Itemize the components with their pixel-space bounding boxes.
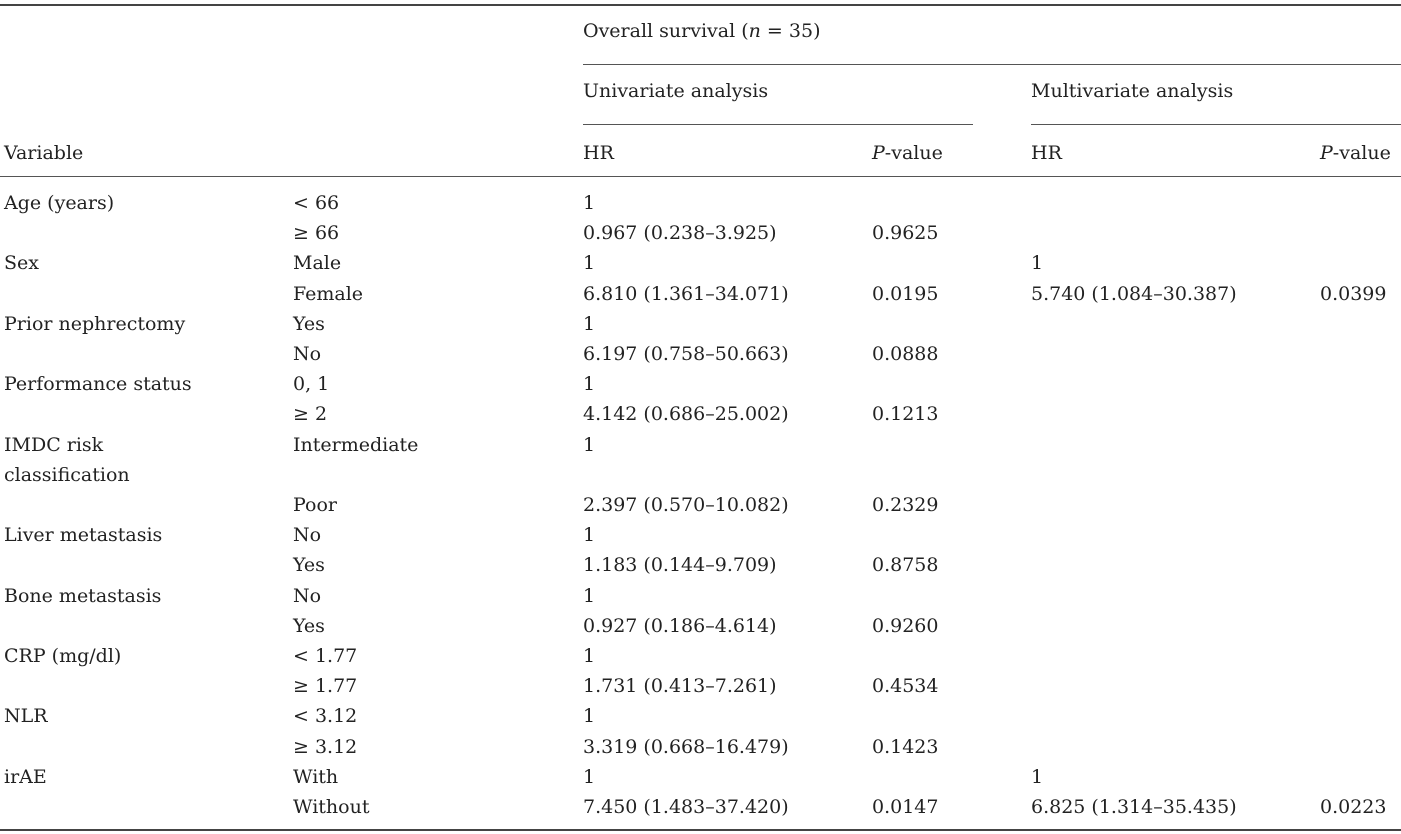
top-rule [0, 4, 1401, 6]
multi-hr-cell: 1 [1031, 252, 1044, 274]
level-cell: Female [293, 283, 364, 305]
level-cell: No [293, 585, 322, 607]
overall-survival-header: Overall survival (n = 35) [583, 20, 821, 42]
uni-pvalue-cell: 0.9625 [872, 222, 939, 244]
multi-hr-header: HR [1031, 142, 1062, 164]
univariate-rule [583, 124, 973, 125]
uni-hr-header: HR [583, 142, 614, 164]
multi-pvalue-header: P-value [1320, 142, 1391, 164]
variable-cell: NLR [4, 705, 48, 727]
uni-hr-cell: 1 [583, 252, 596, 274]
uni-hr-cell: 1 [583, 192, 596, 214]
variable-cell: Age (years) [4, 192, 115, 214]
level-cell: No [293, 524, 322, 546]
level-cell: No [293, 343, 322, 365]
uni-pvalue-cell: 0.2329 [872, 494, 939, 516]
level-cell: Intermediate [293, 434, 419, 456]
uni-hr-cell: 1.731 (0.413–7.261) [583, 675, 777, 697]
uni-hr-cell: 1 [583, 585, 596, 607]
variable-cell: IMDC risk [4, 434, 104, 456]
uni-pvalue-cell: 0.0147 [872, 796, 939, 818]
uni-pvalue-cell: 0.4534 [872, 675, 939, 697]
multi-pvalue-cell: 0.0223 [1320, 796, 1387, 818]
uni-hr-cell: 1 [583, 313, 596, 335]
level-cell: With [293, 766, 339, 788]
level-cell: Poor [293, 494, 337, 516]
level-cell: ≥ 1.77 [293, 675, 358, 697]
uni-hr-cell: 1 [583, 766, 596, 788]
uni-pvalue-cell: 0.1423 [872, 736, 939, 758]
level-cell: Yes [293, 554, 325, 576]
level-cell: ≥ 66 [293, 222, 340, 244]
variable-cell: classification [4, 464, 130, 486]
variable-cell: Liver metastasis [4, 524, 163, 546]
uni-hr-cell: 0.967 (0.238–3.925) [583, 222, 777, 244]
uni-pvalue-header: P-value [872, 142, 943, 164]
level-cell: Without [293, 796, 370, 818]
uni-hr-cell: 1 [583, 524, 596, 546]
overall-survival-rule [583, 64, 1401, 65]
uni-hr-cell: 1 [583, 434, 596, 456]
multi-hr-cell: 5.740 (1.084–30.387) [1031, 283, 1237, 305]
level-cell: < 3.12 [293, 705, 358, 727]
level-cell: ≥ 3.12 [293, 736, 358, 758]
uni-hr-cell: 1 [583, 705, 596, 727]
uni-pvalue-cell: 0.0195 [872, 283, 939, 305]
multi-hr-cell: 1 [1031, 766, 1044, 788]
level-cell: < 66 [293, 192, 340, 214]
bottom-rule [0, 829, 1401, 831]
level-cell: Yes [293, 313, 325, 335]
variable-cell: Bone metastasis [4, 585, 162, 607]
variable-cell: Prior nephrectomy [4, 313, 186, 335]
multivariate-rule [1031, 124, 1401, 125]
uni-hr-cell: 4.142 (0.686–25.002) [583, 403, 789, 425]
variable-cell: CRP (mg/dl) [4, 645, 122, 667]
header-bottom-rule [0, 176, 1401, 177]
variable-cell: Sex [4, 252, 39, 274]
uni-hr-cell: 6.810 (1.361–34.071) [583, 283, 789, 305]
variable-header: Variable [4, 142, 84, 164]
uni-pvalue-cell: 0.1213 [872, 403, 939, 425]
uni-hr-cell: 7.450 (1.483–37.420) [583, 796, 789, 818]
variable-cell: Performance status [4, 373, 192, 395]
uni-hr-cell: 3.319 (0.668–16.479) [583, 736, 789, 758]
level-cell: 0, 1 [293, 373, 330, 395]
level-cell: Yes [293, 615, 325, 637]
uni-hr-cell: 2.397 (0.570–10.082) [583, 494, 789, 516]
uni-hr-cell: 1.183 (0.144–9.709) [583, 554, 777, 576]
multi-pvalue-cell: 0.0399 [1320, 283, 1387, 305]
variable-cell: irAE [4, 766, 47, 788]
level-cell: < 1.77 [293, 645, 358, 667]
uni-pvalue-cell: 0.8758 [872, 554, 939, 576]
uni-hr-cell: 1 [583, 373, 596, 395]
univariate-header: Univariate analysis [583, 80, 769, 102]
uni-hr-cell: 1 [583, 645, 596, 667]
multi-hr-cell: 6.825 (1.314–35.435) [1031, 796, 1237, 818]
uni-hr-cell: 0.927 (0.186–4.614) [583, 615, 777, 637]
uni-pvalue-cell: 0.9260 [872, 615, 939, 637]
multivariate-header: Multivariate analysis [1031, 80, 1234, 102]
uni-pvalue-cell: 0.0888 [872, 343, 939, 365]
level-cell: ≥ 2 [293, 403, 328, 425]
uni-hr-cell: 6.197 (0.758–50.663) [583, 343, 789, 365]
level-cell: Male [293, 252, 342, 274]
